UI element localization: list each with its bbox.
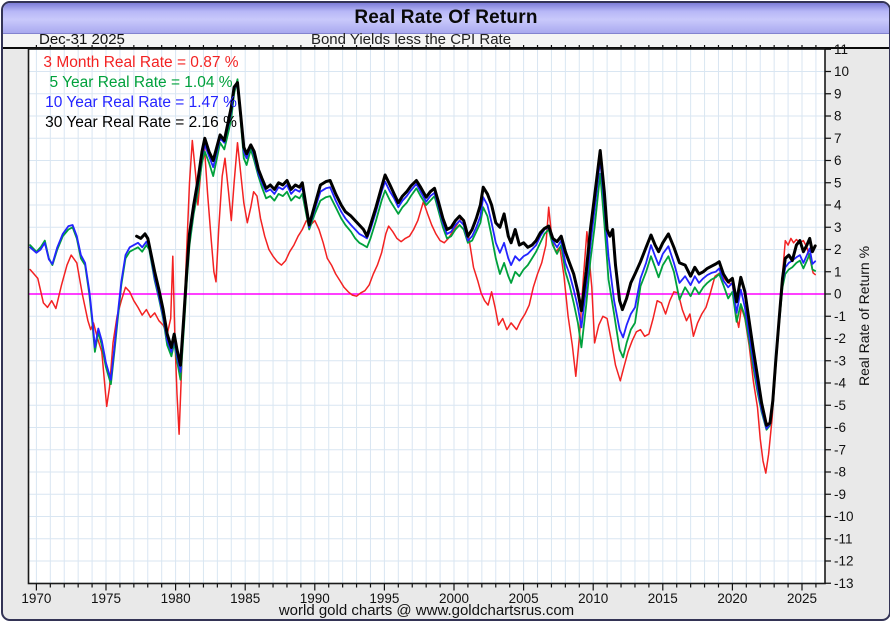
svg-text:2010: 2010: [578, 591, 608, 606]
svg-text:1990: 1990: [300, 591, 330, 606]
attribution-footer: world gold charts @ www.goldchartsrus.co…: [278, 602, 575, 619]
svg-text:3: 3: [834, 220, 842, 235]
svg-text:1980: 1980: [161, 591, 191, 606]
svg-text:-4: -4: [834, 376, 846, 391]
svg-text:-1: -1: [834, 309, 846, 324]
svg-text:-3: -3: [834, 353, 846, 368]
svg-text:2: 2: [834, 242, 842, 257]
svg-text:-8: -8: [834, 465, 846, 480]
svg-text:1995: 1995: [369, 591, 399, 606]
svg-text:5: 5: [834, 175, 842, 190]
title-bar: Real Rate Of Return: [3, 3, 889, 34]
svg-text:-10: -10: [834, 509, 854, 524]
svg-text:1970: 1970: [21, 591, 51, 606]
svg-text:6: 6: [834, 153, 842, 168]
svg-text:-12: -12: [834, 554, 854, 569]
svg-text:-13: -13: [834, 576, 854, 591]
svg-text:Real Rate of Return %: Real Rate of Return %: [856, 246, 872, 386]
chart-title: Real Rate Of Return: [354, 7, 538, 28]
svg-text:11: 11: [834, 42, 848, 57]
svg-text:-2: -2: [834, 331, 846, 346]
svg-text:2015: 2015: [648, 591, 678, 606]
svg-text:1: 1: [834, 264, 842, 279]
svg-text:-9: -9: [834, 487, 846, 502]
svg-text:2020: 2020: [717, 591, 747, 606]
svg-text:7: 7: [834, 131, 842, 146]
svg-text:2005: 2005: [509, 591, 539, 606]
svg-text:8: 8: [834, 109, 842, 124]
svg-text:1985: 1985: [230, 591, 260, 606]
svg-text:0: 0: [834, 287, 842, 302]
svg-text:2025: 2025: [787, 591, 817, 606]
subtitle-band: Dec-31 2025 Bond Yields less the CPI Rat…: [3, 31, 889, 49]
svg-text:4: 4: [834, 198, 842, 213]
svg-text:-7: -7: [834, 442, 846, 457]
svg-text:-11: -11: [834, 531, 853, 546]
svg-text:-6: -6: [834, 420, 846, 435]
svg-text:-5: -5: [834, 398, 846, 413]
chart-canvas: 1970 1975 1980 1985 1990 1995 2000 2005 2010 2015…: [21, 42, 872, 606]
chart-subtitle: Bond Yields less the CPI Rate: [310, 31, 512, 48]
svg-text:10: 10: [834, 64, 849, 79]
svg-text:1975: 1975: [91, 591, 121, 606]
svg-text:2000: 2000: [439, 591, 469, 606]
svg-text:9: 9: [834, 86, 842, 101]
date-label: Dec-31 2025: [39, 31, 125, 48]
